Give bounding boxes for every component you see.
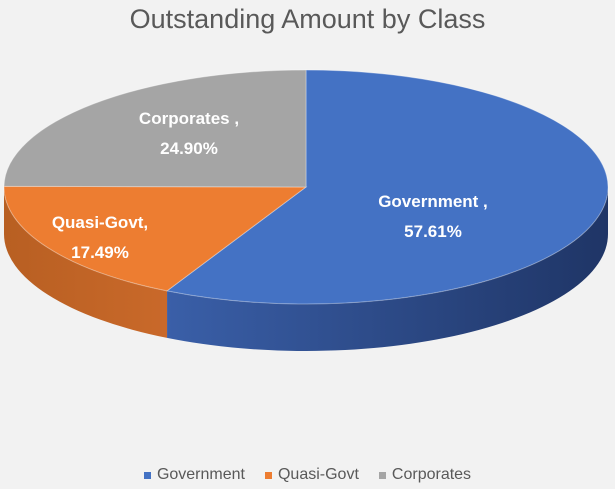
legend-swatch	[378, 471, 386, 479]
data-label-value: 57.61%	[404, 222, 462, 241]
chart-title: Outstanding Amount by Class	[129, 4, 486, 34]
legend-item: Corporates	[378, 466, 472, 484]
legend-swatch	[264, 471, 272, 479]
data-label-name: Quasi-Govt,	[52, 213, 148, 232]
pie-slice-quasi-govt	[3, 185, 308, 292]
legend-swatch	[143, 471, 151, 479]
legend-label: Government	[156, 466, 245, 483]
pie-slice-government	[165, 69, 609, 305]
legend-label: Corporates	[391, 466, 472, 483]
legend-label: Quasi-Govt	[277, 466, 359, 483]
legend-item: Government	[143, 466, 245, 484]
data-label-value: 17.49%	[71, 243, 129, 262]
data-label-value: 24.90%	[160, 139, 218, 158]
pie-side-government	[167, 187, 608, 352]
legend: Government Quasi-Govt Corporates	[0, 466, 615, 484]
pie-slice-corporates	[3, 69, 307, 188]
data-label-name: Corporates ,	[139, 109, 239, 128]
pie-side-quasi-govt	[4, 187, 168, 338]
legend-item: Quasi-Govt	[264, 466, 359, 484]
data-label-name: Government ,	[378, 192, 488, 211]
